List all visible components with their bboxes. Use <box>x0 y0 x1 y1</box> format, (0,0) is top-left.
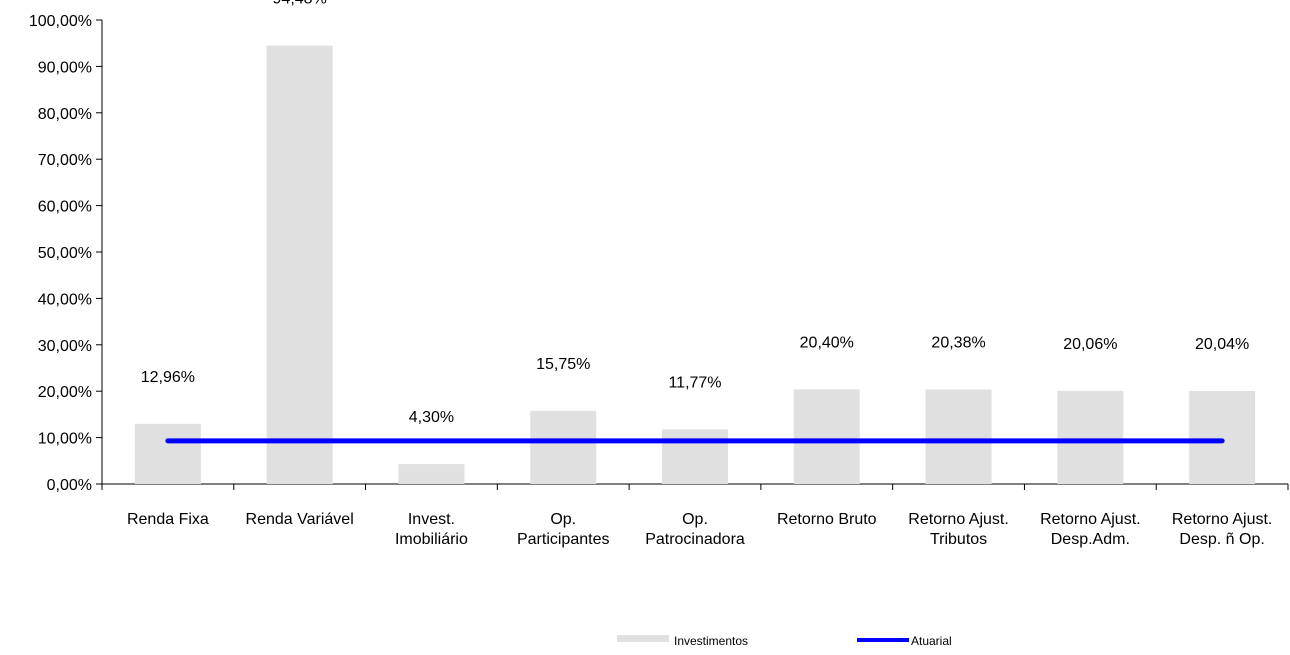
data-label: 15,75% <box>536 356 590 373</box>
x-category-label: Op. <box>550 511 576 528</box>
x-category-label: Retorno Ajust. <box>908 511 1009 528</box>
y-tick-label: 0,00% <box>47 477 92 494</box>
bar-investimentos <box>530 410 597 484</box>
x-category-label: Participantes <box>517 531 610 548</box>
bar-investimentos <box>1189 391 1256 484</box>
bar-investimentos <box>925 389 992 484</box>
bar-investimentos <box>662 429 728 484</box>
bar-investimentos <box>793 389 860 484</box>
x-category-label: Renda Variável <box>246 511 354 528</box>
bar-investimentos <box>266 45 333 485</box>
data-label: 20,40% <box>800 334 854 351</box>
x-category-label: Desp.Adm. <box>1051 531 1130 548</box>
x-category-label: Renda Fixa <box>127 511 209 528</box>
data-label: 11,77% <box>668 374 721 391</box>
y-tick-label: 50,00% <box>38 245 92 262</box>
y-tick-label: 30,00% <box>38 338 92 355</box>
y-tick-label: 40,00% <box>38 291 92 308</box>
x-category-label: Invest. <box>408 511 455 528</box>
x-category-label: Tributos <box>930 531 987 548</box>
y-tick-label: 100,00% <box>29 13 92 30</box>
x-category-label: Desp. ñ Op. <box>1179 531 1264 548</box>
y-tick-label: 10,00% <box>38 431 92 448</box>
data-label: 20,06% <box>1063 336 1117 353</box>
data-label: 20,38% <box>931 334 985 351</box>
y-tick-label: 80,00% <box>38 106 92 123</box>
legend-label-atuarial: Atuarial <box>911 634 952 648</box>
legend-label-investimentos: Investimentos <box>674 634 748 648</box>
y-tick-label: 70,00% <box>38 152 92 169</box>
bar-investimentos <box>398 464 465 484</box>
bar-investimentos <box>1057 390 1124 484</box>
y-tick-label: 60,00% <box>38 199 92 216</box>
data-label: 94,48% <box>273 0 327 8</box>
x-category-label: Retorno Bruto <box>777 511 877 528</box>
x-category-label: Retorno Ajust. <box>1040 511 1141 528</box>
data-label: 4,30% <box>409 409 454 426</box>
y-tick-label: 90,00% <box>38 59 92 76</box>
y-tick-label: 20,00% <box>38 384 92 401</box>
data-label: 20,04% <box>1195 336 1249 353</box>
x-category-label: Imobiliário <box>395 531 468 548</box>
legend-swatch-investimentos <box>617 635 669 642</box>
x-category-label: Op. <box>682 511 708 528</box>
data-label: 12,96% <box>141 369 195 386</box>
x-category-label: Retorno Ajust. <box>1172 511 1273 528</box>
x-category-label: Patrocinadora <box>645 531 745 548</box>
bar-investimentos <box>134 423 201 484</box>
